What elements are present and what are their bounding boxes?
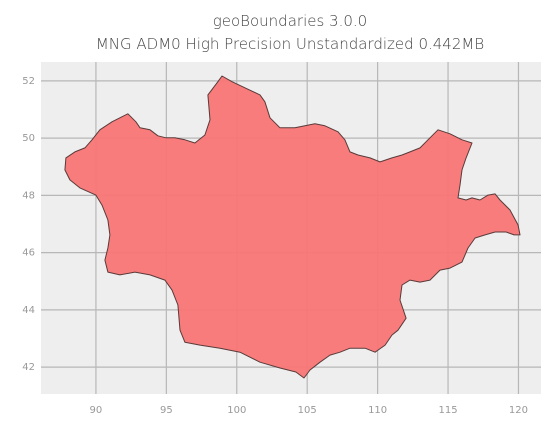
- y-tick-label: 52: [22, 76, 35, 87]
- marks: [64, 75, 521, 379]
- y-tick-label: 44: [22, 305, 35, 316]
- y-tick-label: 48: [22, 190, 35, 201]
- ticks: 90 95 100 105 110 115 120 42 44 46 48 50 52: [22, 76, 528, 416]
- x-tick-label: 110: [368, 405, 387, 416]
- x-tick-label: 105: [298, 405, 317, 416]
- x-tick-label: 95: [160, 405, 173, 416]
- x-tick-label: 90: [90, 405, 103, 416]
- x-tick-label: 120: [509, 405, 528, 416]
- y-tick-label: 46: [22, 248, 35, 259]
- chart-title: geoBoundaries 3.0.0: [213, 12, 367, 30]
- y-tick-label: 42: [22, 362, 35, 373]
- x-tick-label: 115: [438, 405, 457, 416]
- chart-subtitle: MNG ADM0 High Precision Unstandardized 0…: [96, 35, 484, 53]
- y-tick-label: 50: [22, 133, 35, 144]
- x-tick-label: 100: [227, 405, 246, 416]
- boundary: [64, 75, 521, 379]
